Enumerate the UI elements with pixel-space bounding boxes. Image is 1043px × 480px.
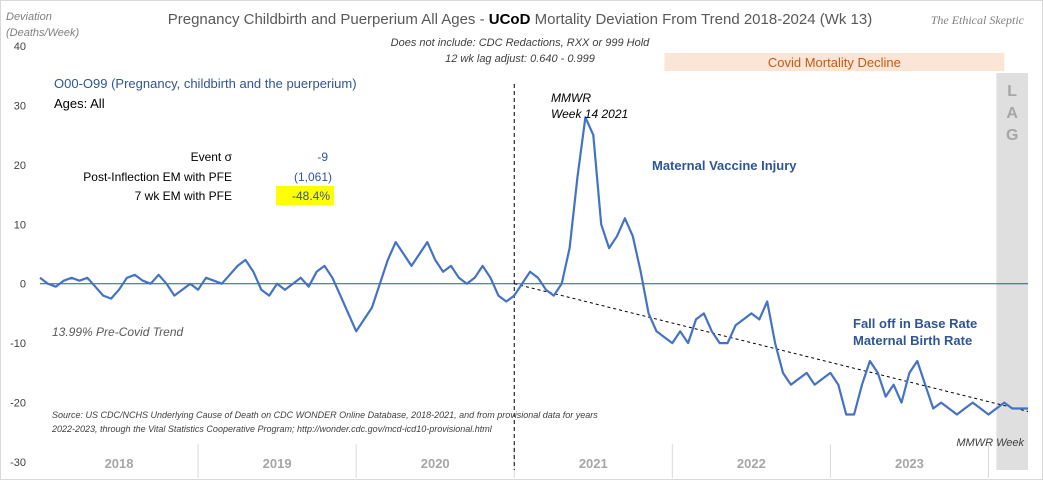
ylabel-line2: (Deaths/Week) [6, 27, 79, 39]
annotation-falloff-line1: Fall off in Base Rate [853, 316, 977, 331]
mmwr-week-label: MMWR Week [956, 437, 1024, 449]
subtitle-line2: 12 wk lag adjust: 0.640 - 0.999 [445, 53, 595, 65]
lag-letter-l: L [1007, 83, 1017, 100]
trend-line [514, 283, 1029, 412]
year-label: 2018 [105, 456, 134, 471]
y-tick-label: 30 [14, 100, 26, 112]
source-line1: Source: US CDC/NCHS Underlying Cause of … [52, 410, 598, 420]
title-part1: Pregnancy Childbirth and Puerperium All … [168, 11, 489, 28]
lag-letter-g: G [1006, 127, 1018, 144]
year-label: 2019 [263, 456, 292, 471]
lag-letter-a: A [1006, 105, 1018, 122]
year-dividers [197, 444, 989, 478]
y-tick-label: 10 [14, 219, 26, 231]
y-tick-label: -20 [10, 398, 26, 410]
chart-title: Pregnancy Childbirth and Puerperium All … [168, 11, 873, 28]
stat-label-event-sigma: Event σ [191, 150, 233, 164]
band-label: Covid Mortality Decline [768, 55, 901, 70]
stat-highlight [276, 186, 334, 205]
logo-text: The Ethical Skeptic [931, 13, 1025, 27]
y-tick-label: 20 [14, 160, 26, 172]
y-tick-label: -10 [10, 338, 26, 350]
stat-value-post-inflection: (1,061) [294, 170, 332, 184]
annotation-vaccine: Maternal Vaccine Injury [652, 158, 797, 173]
mmwr-label-line2: Week 14 2021 [551, 107, 628, 121]
series-label: O00-O99 (Pregnancy, childbirth and the p… [54, 76, 357, 91]
stat-label-post-inflection: Post-Inflection EM with PFE [83, 170, 232, 184]
y-axis-ticks: 40 30 20 10 0 -10 -20 -30 [10, 41, 26, 469]
mmwr-label-line1: MMWR [551, 91, 591, 105]
source-line2: 2022-2023, through the Vital Statistics … [51, 424, 493, 434]
title-bold: UCoD [489, 11, 531, 28]
series-line [39, 116, 1028, 416]
y-tick-label: 0 [20, 279, 26, 291]
year-label: 2022 [737, 456, 766, 471]
year-label: 2021 [579, 456, 608, 471]
stat-value-event-sigma: -9 [317, 150, 328, 164]
y-tick-label: 40 [14, 41, 26, 53]
stat-value-7wk: -48.4% [292, 189, 330, 203]
x-axis-year-labels: 2018 2019 2020 2021 2022 2023 [105, 456, 924, 471]
title-part2: Mortality Deviation From Trend 2018-2024… [530, 11, 872, 28]
stat-label-7wk: 7 wk EM with PFE [135, 189, 232, 203]
year-label: 2020 [421, 456, 450, 471]
ages-label: Ages: All [54, 96, 105, 111]
ylabel-line1: Deviation [6, 11, 52, 23]
covid-decline-band [664, 53, 1005, 71]
stats-block: Event σ Post-Inflection EM with PFE 7 wk… [83, 150, 334, 205]
year-label: 2023 [895, 456, 924, 471]
annotation-falloff-line2: Maternal Birth Rate [853, 333, 972, 348]
y-tick-label: -30 [10, 457, 26, 469]
subtitle-line1: Does not include: CDC Redactions, RXX or… [391, 37, 651, 49]
trend-label: 13.99% Pre-Covid Trend [52, 325, 184, 339]
